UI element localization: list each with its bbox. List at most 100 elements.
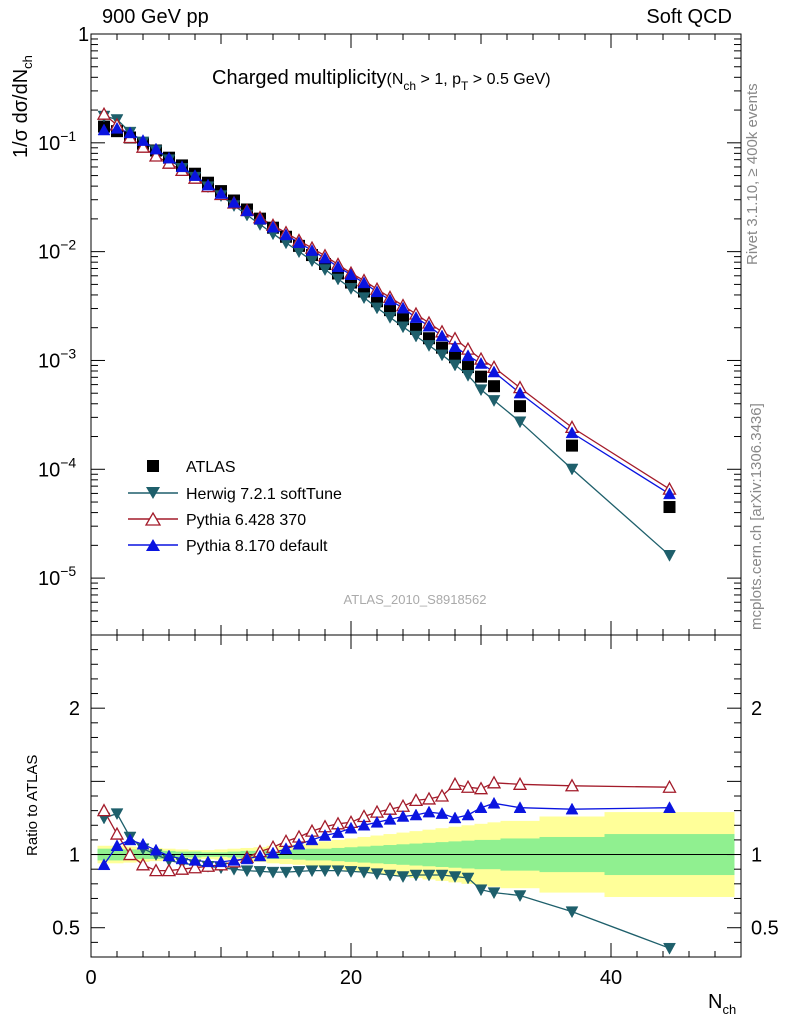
ratio-point-herwig <box>331 865 345 878</box>
ratio-point-herwig <box>435 869 449 882</box>
ratio-y-tick-label: 0.5 <box>52 918 80 940</box>
ratio-point-pythia6 <box>122 847 138 861</box>
ratio-point-herwig <box>396 871 410 884</box>
point-pythia8 <box>279 228 293 241</box>
point-herwig <box>513 416 527 429</box>
ratio-point-herwig <box>344 866 358 878</box>
ratio-point-pythia8 <box>253 849 267 862</box>
point-pythia8 <box>357 276 371 289</box>
point-pythia8 <box>227 195 241 208</box>
y-tick-label: 1 <box>78 24 89 46</box>
ratio-point-pythia8 <box>513 801 527 813</box>
ratio-point-pythia8 <box>331 826 345 838</box>
ratio-point-pythia6 <box>148 863 164 877</box>
point-pythia8 <box>513 386 527 399</box>
point-herwig <box>461 370 475 382</box>
point-pythia8 <box>318 251 332 264</box>
line-ratio-pythia8 <box>103 802 670 866</box>
point-pythia8 <box>305 244 319 256</box>
legend-label-pythia8: Pythia 8.170 default <box>186 538 328 555</box>
legend: ATLAS Herwig 7.2.1 softTune Pythia 6.428… <box>128 459 342 555</box>
point-atlas <box>488 380 500 393</box>
ratio-point-pythia6 <box>109 826 125 840</box>
ratio-point-herwig <box>383 869 397 882</box>
point-pythia8 <box>565 426 579 439</box>
ratio-point-pythia8 <box>175 852 189 865</box>
ratio-point-herwig <box>279 866 293 879</box>
ratio-point-pythia6 <box>473 781 489 795</box>
ratio-point-herwig <box>565 906 579 919</box>
ratio-point-herwig <box>305 865 319 878</box>
legend-label-pythia6: Pythia 6.428 370 <box>186 512 306 529</box>
ratio-point-herwig <box>422 869 436 882</box>
ratio-point-pythia6 <box>662 779 677 793</box>
ratio-point-pythia6 <box>447 776 463 790</box>
ratio-y-tick-label-right: 0.5 <box>751 918 779 940</box>
analysis-id: ATLAS_2010_S8918562 <box>344 592 487 607</box>
point-pythia8 <box>663 487 676 500</box>
point-pythia8 <box>201 178 215 191</box>
ratio-point-herwig <box>474 884 488 897</box>
line-ratio-herwig <box>103 812 670 949</box>
y-tick-label: 10−3 <box>38 345 76 372</box>
legend-marker-pythia8 <box>146 539 160 551</box>
ratio-point-pythia8 <box>279 842 293 854</box>
ratio-point-herwig <box>357 866 371 879</box>
ratio-point-pythia8 <box>461 808 475 821</box>
point-pythia8 <box>487 365 501 378</box>
series-markers <box>96 106 677 955</box>
point-herwig <box>396 321 410 334</box>
x-axis-label: Nch <box>708 991 736 1017</box>
ratio-point-herwig <box>513 890 527 903</box>
point-pythia8 <box>266 220 280 233</box>
ratio-point-pythia8 <box>162 849 176 862</box>
line-ratio-pythia6 <box>103 782 670 872</box>
energy-label: 900 GeV pp <box>102 6 209 28</box>
ratio-point-herwig <box>292 866 306 878</box>
process-label: Soft QCD <box>646 6 732 28</box>
point-pythia8 <box>383 293 397 306</box>
ratio-y-tick-label-right: 2 <box>751 698 762 720</box>
x-tick-label: 40 <box>600 967 622 989</box>
point-herwig <box>663 550 676 562</box>
ratio-point-pythia6 <box>564 778 580 792</box>
ratio-point-pythia6 <box>135 857 151 871</box>
point-pythia8 <box>240 204 254 217</box>
ratio-point-pythia8 <box>110 839 124 852</box>
point-herwig <box>448 359 462 372</box>
ratio-point-pythia8 <box>422 805 436 818</box>
point-pythia8 <box>396 301 410 314</box>
point-herwig <box>435 349 449 362</box>
ratio-point-pythia8 <box>318 828 332 841</box>
point-herwig <box>357 292 371 305</box>
ratio-point-pythia6 <box>486 775 502 789</box>
point-pythia8 <box>461 349 475 361</box>
ratio-point-pythia6 <box>460 779 476 793</box>
ratio-point-herwig <box>487 887 501 900</box>
ratio-point-pythia8 <box>565 802 579 815</box>
ratio-point-herwig <box>318 865 332 878</box>
point-pythia8 <box>435 329 449 342</box>
ratio-point-herwig <box>266 866 280 879</box>
point-pythia8 <box>331 260 345 273</box>
ratio-point-pythia8 <box>123 833 137 846</box>
ratio-point-pythia8 <box>448 811 462 824</box>
axes: 0 20 40 1 10−1 10−2 10−3 10−4 10−5 0.5 0.5 1 1 2 2 <box>38 24 779 989</box>
point-pythia8 <box>149 142 163 155</box>
point-pythia8 <box>448 340 462 352</box>
ratio-point-pythia6 <box>408 793 424 807</box>
point-herwig <box>487 395 501 407</box>
point-pythia8 <box>214 187 228 199</box>
ratio-point-herwig <box>370 868 384 881</box>
point-pythia8 <box>409 311 423 323</box>
ratio-y-tick-label: 2 <box>69 698 80 720</box>
point-atlas <box>514 400 526 413</box>
point-pythia8 <box>97 123 111 136</box>
point-pythia8 <box>474 357 488 369</box>
point-herwig <box>409 330 423 343</box>
ratio-point-pythia8 <box>344 821 358 834</box>
point-herwig <box>331 273 345 286</box>
legend-marker-atlas <box>147 460 159 472</box>
point-pythia8 <box>292 236 306 248</box>
legend-label-atlas: ATLAS <box>186 459 236 476</box>
